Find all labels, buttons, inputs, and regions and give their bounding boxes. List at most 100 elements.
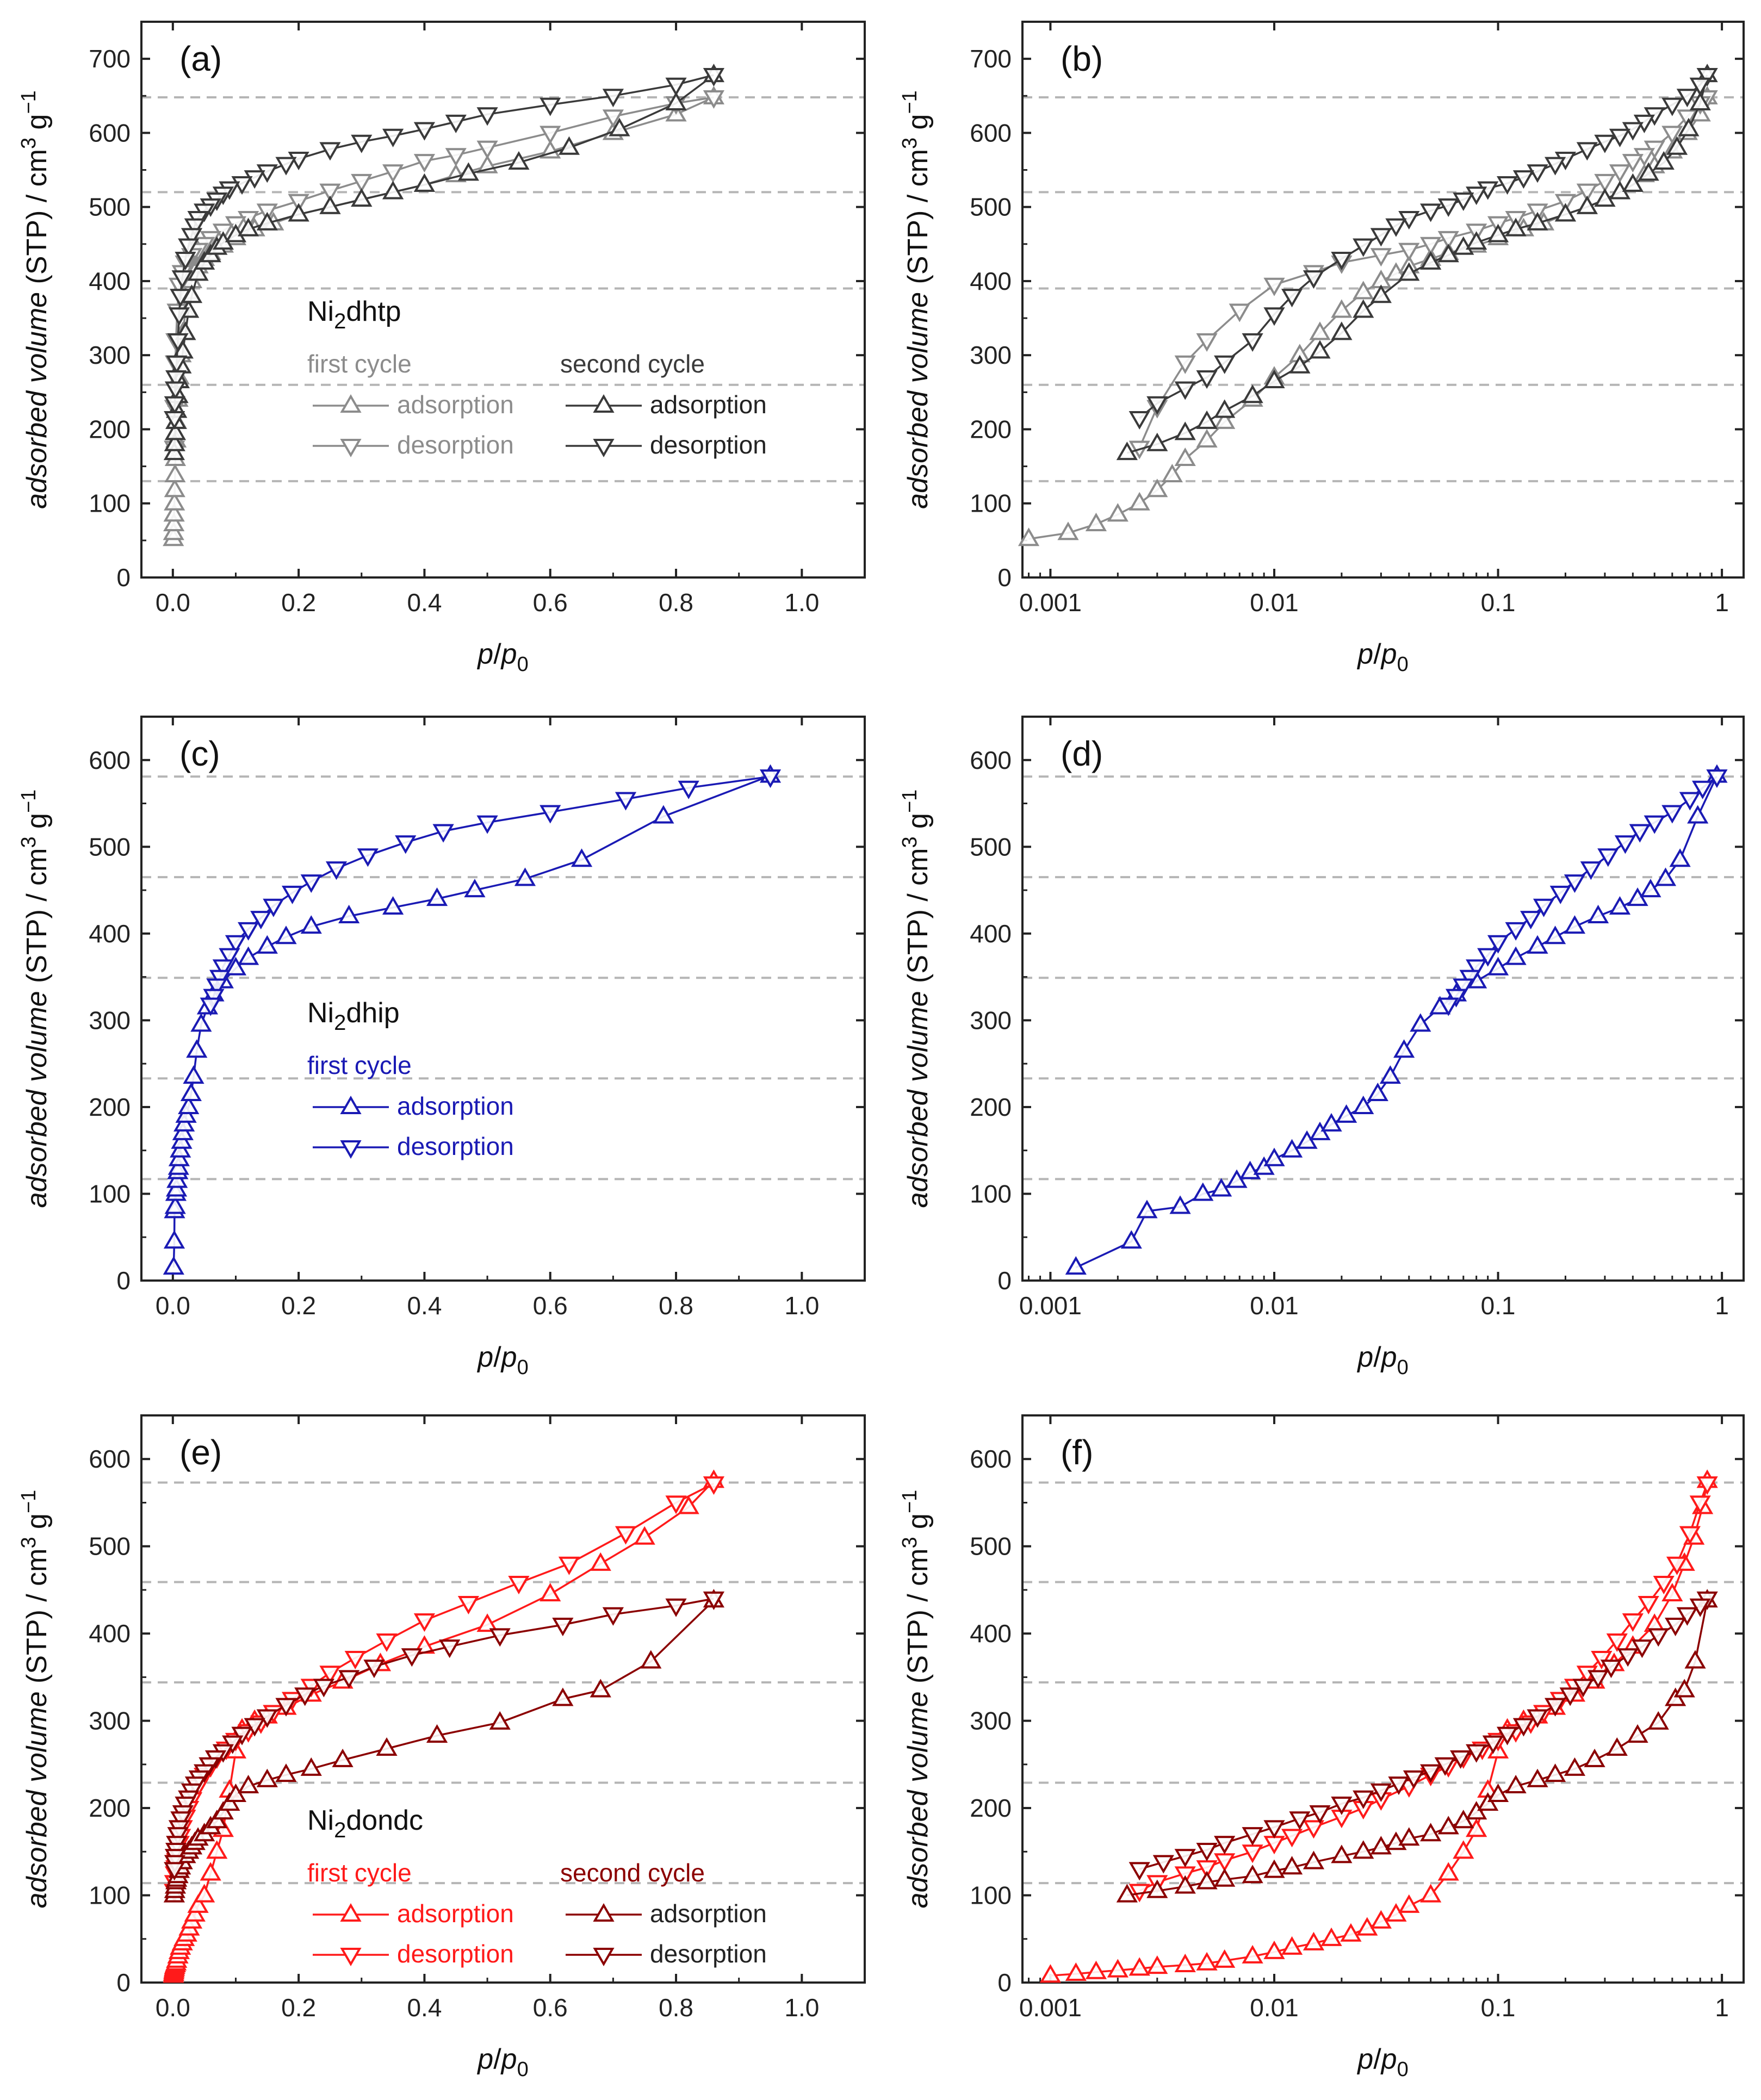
- data-point: [1505, 218, 1527, 237]
- data-point: [351, 134, 373, 153]
- data-point: [1505, 922, 1527, 941]
- data-point: [1679, 1526, 1701, 1545]
- data-point: [602, 1607, 624, 1626]
- data-point: [167, 333, 189, 352]
- data-point: [1388, 1776, 1410, 1795]
- data-point: [1120, 1230, 1142, 1249]
- series-first-cycle-adsorption: [1065, 764, 1728, 1275]
- data-point: [457, 1595, 480, 1614]
- data-point: [256, 935, 278, 954]
- data-point: [1661, 805, 1683, 824]
- data-point: [1679, 792, 1701, 811]
- data-point: [166, 355, 188, 374]
- legend: Ni2dhip first cycle adsorption desorption: [307, 997, 514, 1160]
- data-point: [1196, 1871, 1218, 1890]
- data-point: [1661, 126, 1683, 145]
- data-point: [1353, 238, 1374, 257]
- y-tick-label: 400: [89, 267, 131, 295]
- data-point: [164, 1195, 186, 1214]
- data-point: [1174, 1866, 1196, 1885]
- data-point: [1665, 1618, 1686, 1637]
- data-point: [1370, 1836, 1392, 1855]
- data-point: [1214, 1949, 1236, 1968]
- x-tick-label: 0.01: [1250, 588, 1299, 617]
- x-tick-label: 1.0: [784, 588, 819, 617]
- data-point: [1331, 252, 1353, 271]
- data-point: [1229, 303, 1250, 322]
- x-tick-label: 0.6: [533, 1291, 568, 1320]
- data-point: [1527, 1709, 1548, 1728]
- data-point: [1353, 1095, 1374, 1114]
- data-point: [1398, 1827, 1420, 1846]
- data-point: [1482, 1735, 1504, 1754]
- data-point: [1437, 1862, 1459, 1881]
- data-point: [1128, 411, 1150, 430]
- data-point: [344, 1651, 366, 1670]
- data-point: [1281, 1829, 1303, 1848]
- y-axis-title: adsorbed volume (STP) / cm3 g−1: [17, 790, 53, 1208]
- panel-e: 0 100 200 300 400 500 600 0.0 0.2 0.4 0.6 0.8 1.0 p/p…: [17, 1414, 866, 2081]
- data-point: [1587, 904, 1609, 923]
- data-point: [1696, 1476, 1718, 1495]
- data-point: [1169, 1195, 1191, 1214]
- data-point: [1146, 479, 1168, 498]
- legend-entry-label: adsorption: [397, 1899, 514, 1928]
- data-point: [1533, 898, 1555, 917]
- data-point: [1242, 1944, 1263, 1964]
- y-tick-label: 100: [89, 1881, 131, 1910]
- data-point: [332, 1748, 354, 1767]
- data-point: [1594, 188, 1616, 207]
- series-line: [1075, 775, 1718, 1269]
- data-point: [1661, 1582, 1683, 1601]
- data-point: [1496, 1726, 1518, 1745]
- data-point: [1559, 1687, 1581, 1706]
- data-point: [1614, 835, 1636, 854]
- data-point: [1242, 333, 1263, 352]
- data-point: [178, 1095, 200, 1114]
- data-point: [665, 1598, 687, 1617]
- data-point: [1174, 1875, 1196, 1894]
- data-point: [1367, 1082, 1388, 1102]
- series-first-cycle-desorption: [1437, 769, 1728, 1016]
- data-point: [1437, 244, 1459, 263]
- data-point: [1242, 384, 1263, 403]
- data-point: [168, 307, 190, 326]
- data-point: [175, 252, 196, 271]
- y-tick-label: 600: [970, 746, 1012, 774]
- y-tick-label: 600: [89, 119, 131, 147]
- data-point: [1434, 1757, 1456, 1776]
- data-point: [1564, 874, 1586, 893]
- data-point: [180, 1082, 202, 1102]
- data-point: [1676, 109, 1698, 128]
- data-point: [1116, 442, 1138, 461]
- data-point: [602, 89, 624, 108]
- panel-d: 0 100 200 300 400 500 600 0.001 0.01 0.1 1 p/p0 adso…: [898, 716, 1745, 1379]
- data-point: [206, 1840, 228, 1859]
- data-point: [1214, 1836, 1236, 1855]
- x-tick-label: 0.4: [407, 1993, 442, 2022]
- data-point: [1335, 1104, 1357, 1123]
- series-first-cycle-desorption: [1128, 90, 1718, 459]
- data-point: [244, 1718, 265, 1737]
- data-point: [759, 769, 782, 788]
- data-point: [439, 1639, 461, 1658]
- y-tick-label: 100: [970, 1881, 1012, 1910]
- legend-marker: [593, 438, 615, 458]
- series-second-cycle-desorption: [164, 68, 725, 430]
- data-point: [1520, 911, 1542, 930]
- data-point: [1196, 333, 1218, 352]
- data-point: [1453, 978, 1474, 997]
- series-line: [172, 96, 715, 539]
- data-point: [225, 935, 247, 954]
- data-point: [1653, 151, 1675, 170]
- y-tick-label: 0: [997, 1266, 1012, 1295]
- data-point: [1437, 1816, 1459, 1835]
- data-point: [164, 463, 186, 483]
- data-point: [319, 1666, 341, 1685]
- data-point: [338, 1670, 360, 1689]
- data-point: [1174, 1953, 1196, 1972]
- data-point: [1487, 935, 1509, 954]
- data-point: [1281, 1856, 1303, 1875]
- data-point: [237, 1774, 259, 1794]
